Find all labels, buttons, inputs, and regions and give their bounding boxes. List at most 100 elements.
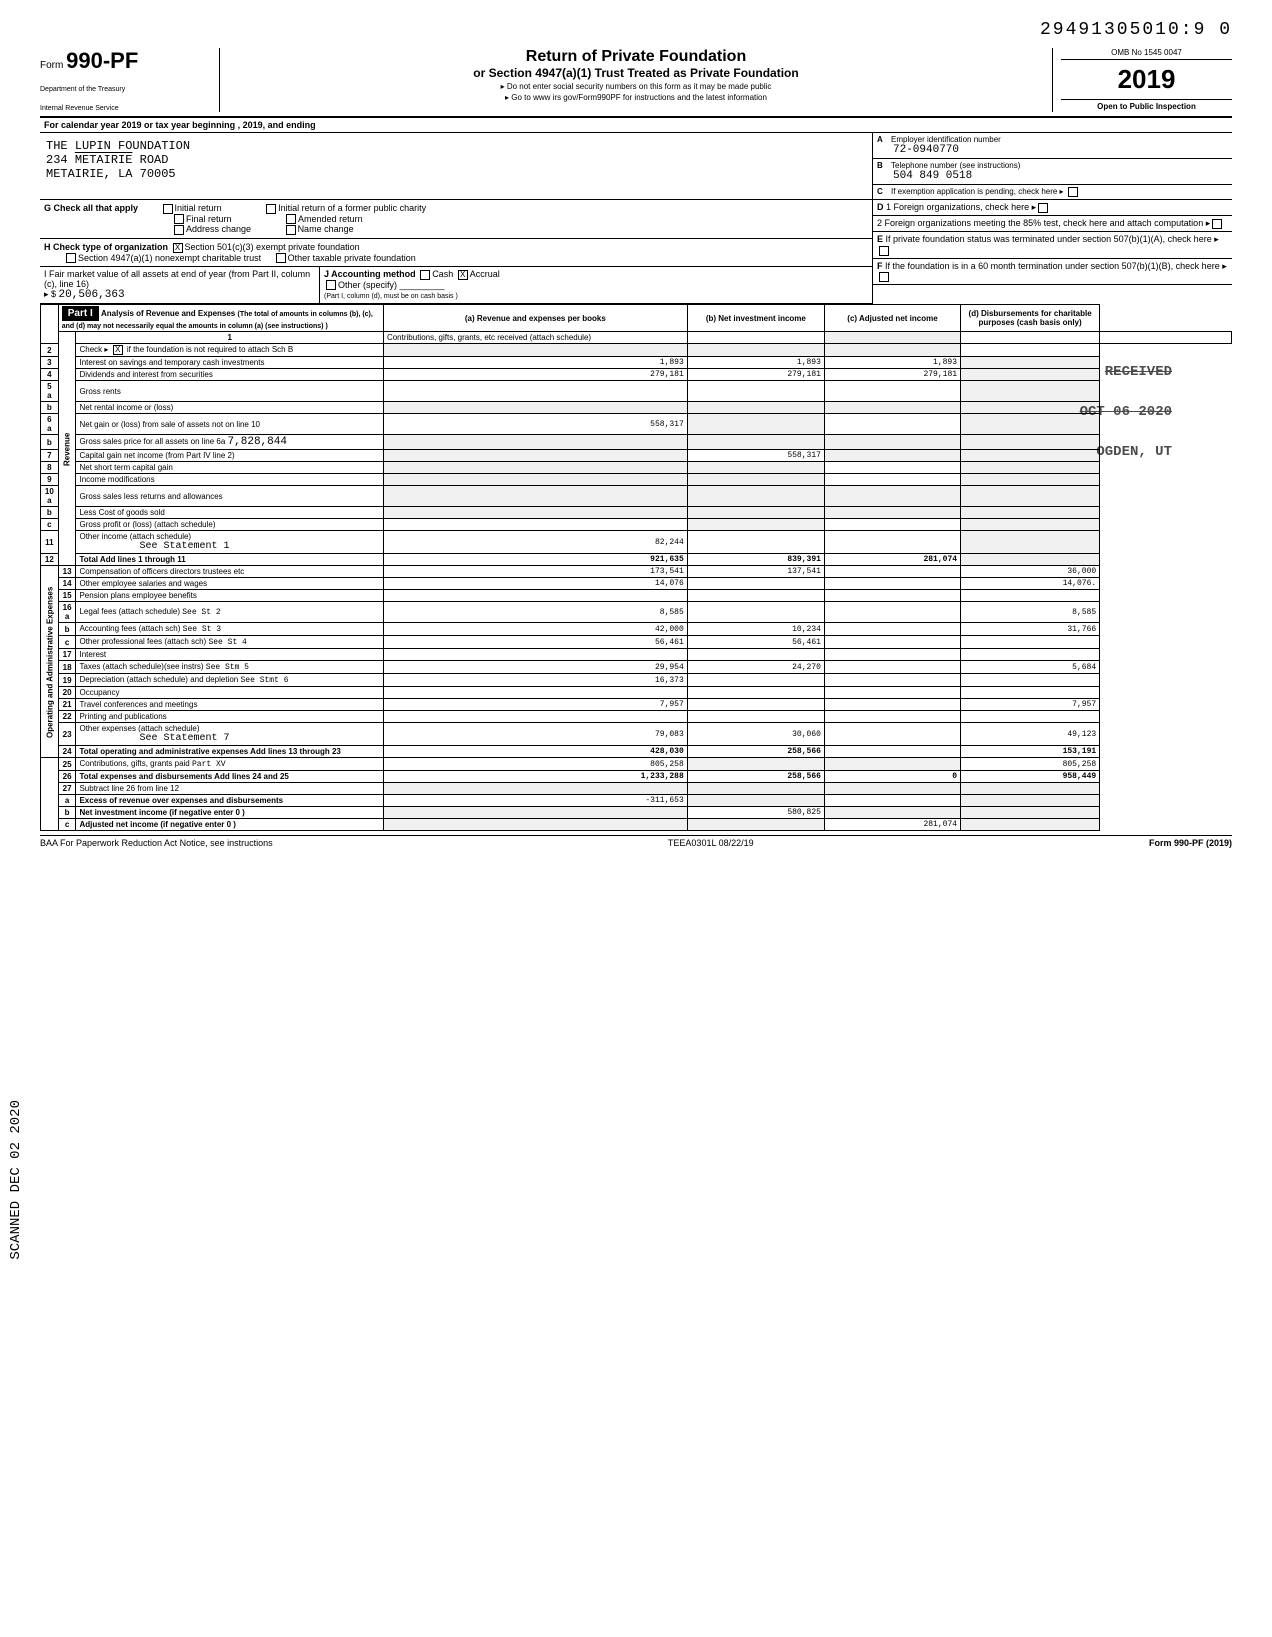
check-d1[interactable] — [1038, 203, 1048, 213]
check-f[interactable] — [879, 272, 889, 282]
table-row: bNet rental income or (loss) — [41, 402, 1232, 414]
table-row: 3Interest on savings and temporary cash … — [41, 357, 1232, 369]
check-4947[interactable] — [66, 253, 76, 263]
ogden-stamp: OGDEN, UT — [1096, 444, 1172, 460]
table-row: 6 aNet gain or (loss) from sale of asset… — [41, 414, 1232, 435]
check-e[interactable] — [879, 246, 889, 256]
received-stamp: RECEIVED — [1105, 364, 1172, 380]
date-stamp: OCT 06 2020 — [1080, 404, 1172, 420]
table-row: Operating and Administrative Expenses 13… — [41, 566, 1232, 578]
check-other-tax[interactable] — [276, 253, 286, 263]
scanned-stamp: SCANNED DEC 02 2020 — [8, 1100, 24, 1260]
check-address[interactable] — [174, 225, 184, 235]
table-row: cOther professional fees (attach sch) Se… — [41, 636, 1232, 649]
org-info-block: THE THE LUPIN FOUNDATIONLUPIN FOUNDATION… — [40, 133, 1232, 200]
col-b-header: (b) Net investment income — [687, 305, 824, 332]
part1-label: Part I — [62, 306, 99, 321]
public-inspection: Open to Public Inspection — [1061, 99, 1232, 111]
title-note1: ▸ Do not enter social security numbers o… — [232, 82, 1040, 91]
table-row: 25Contributions, gifts, grants paid Part… — [41, 758, 1232, 771]
check-d2[interactable] — [1212, 219, 1222, 229]
phone-value: 504 849 0518 — [877, 170, 1228, 182]
table-row: 11Other income (attach schedule)See Stat… — [41, 531, 1232, 554]
top-id-number: 29491305010:9 0 — [40, 20, 1232, 40]
box-d1: D 1 Foreign organizations, check here ▸ — [873, 200, 1232, 216]
org-addr2: METAIRIE, LA 70005 — [46, 167, 866, 181]
form-header: Form 990-PF Department of the Treasury I… — [40, 48, 1232, 118]
table-row: Revenue 1Contributions, gifts, grants, e… — [41, 332, 1232, 344]
table-row: 10 aGross sales less returns and allowan… — [41, 486, 1232, 507]
table-row: 17Interest — [41, 649, 1232, 661]
box-c: CIf exemption application is pending, ch… — [873, 185, 1232, 199]
fmv-value: 20,506,363 — [59, 289, 125, 301]
title-note2: ▸ Go to www irs gov/Form990PF for instru… — [232, 93, 1040, 102]
table-row: 9Income modifications — [41, 474, 1232, 486]
table-row: bAccounting fees (attach sch) See St 342… — [41, 623, 1232, 636]
footer-right: Form 990-PF (2019) — [1149, 838, 1232, 848]
calendar-year-line: For calendar year 2019 or tax year begin… — [40, 118, 1232, 133]
check-final[interactable] — [174, 214, 184, 224]
check-section: G Check all that apply Initial return In… — [40, 200, 1232, 304]
check-initial-former[interactable] — [266, 204, 276, 214]
check-name[interactable] — [286, 225, 296, 235]
row-g: G Check all that apply Initial return In… — [40, 200, 872, 239]
dept-treasury: Department of the Treasury — [40, 86, 211, 93]
table-row: aExcess of revenue over expenses and dis… — [41, 795, 1232, 807]
expenses-side-label: Operating and Administrative Expenses — [41, 566, 59, 758]
table-row: 26Total expenses and disbursements Add l… — [41, 771, 1232, 783]
table-row: 5 aGross rents — [41, 381, 1232, 402]
box-e: E If private foundation status was termi… — [873, 232, 1232, 259]
table-row: 7Capital gain net income (from Part IV l… — [41, 450, 1232, 462]
dept-irs: Internal Revenue Service — [40, 105, 211, 112]
col-a-header: (a) Revenue and expenses per books — [383, 305, 687, 332]
table-row: cAdjusted net income (if negative enter … — [41, 819, 1232, 831]
table-row: 20Occupancy — [41, 687, 1232, 699]
revenue-side-label: Revenue — [58, 332, 76, 566]
box-c-check[interactable] — [1068, 187, 1078, 197]
box-b: BTelephone number (see instructions) 504… — [873, 159, 1232, 185]
table-row: 4Dividends and interest from securities2… — [41, 369, 1232, 381]
org-addr1: 234 METAIRIE ROAD — [46, 153, 866, 167]
check-schb[interactable]: X — [113, 345, 123, 355]
check-accrual[interactable]: X — [458, 270, 468, 280]
table-row: 22Printing and publications — [41, 711, 1232, 723]
footer: BAA For Paperwork Reduction Act Notice, … — [40, 835, 1232, 848]
check-501c3[interactable]: X — [173, 243, 183, 253]
form-number: Form 990-PF — [40, 48, 211, 74]
box-d2: 2 Foreign organizations meeting the 85% … — [873, 216, 1232, 232]
table-row: 16 aLegal fees (attach schedule) See St … — [41, 602, 1232, 623]
table-row: 24Total operating and administrative exp… — [41, 746, 1232, 758]
box-f: F If the foundation is in a 60 month ter… — [873, 259, 1232, 286]
col-c-header: (c) Adjusted net income — [824, 305, 960, 332]
title-sub: or Section 4947(a)(1) Trust Treated as P… — [232, 66, 1040, 80]
footer-mid: TEEA0301L 08/22/19 — [668, 838, 754, 848]
row-i: I Fair market value of all assets at end… — [40, 267, 872, 304]
table-row: bGross sales price for all assets on lin… — [41, 435, 1232, 450]
title-main: Return of Private Foundation — [232, 48, 1040, 66]
footer-left: BAA For Paperwork Reduction Act Notice, … — [40, 838, 273, 848]
tax-year: 2019 — [1061, 60, 1232, 99]
check-initial[interactable] — [163, 204, 173, 214]
table-row: 21Travel conferences and meetings7,9577,… — [41, 699, 1232, 711]
row-h: H Check type of organization XSection 50… — [40, 239, 872, 267]
table-row: cGross profit or (loss) (attach schedule… — [41, 519, 1232, 531]
omb-number: OMB No 1545 0047 — [1061, 48, 1232, 60]
table-row: bNet investment income (if negative ente… — [41, 807, 1232, 819]
ein-value: 72-0940770 — [877, 144, 1228, 156]
part1-table: Part I Analysis of Revenue and Expenses … — [40, 304, 1232, 831]
org-name: THE THE LUPIN FOUNDATIONLUPIN FOUNDATION — [46, 139, 866, 153]
check-cash[interactable] — [420, 270, 430, 280]
box-a: AEmployer identification number 72-09407… — [873, 133, 1232, 159]
table-row: 8Net short term capital gain — [41, 462, 1232, 474]
table-row: 12Total Add lines 1 through 11921,635839… — [41, 554, 1232, 566]
table-row: 2Check ▸ X if the foundation is not requ… — [41, 344, 1232, 357]
table-row: 15Pension plans employee benefits — [41, 590, 1232, 602]
check-other-method[interactable] — [326, 280, 336, 290]
table-row: 23Other expenses (attach schedule)See St… — [41, 723, 1232, 746]
table-row: 14Other employee salaries and wages14,07… — [41, 578, 1232, 590]
col-d-header: (d) Disbursements for charitable purpose… — [961, 305, 1100, 332]
table-row: 27Subtract line 26 from line 12 — [41, 783, 1232, 795]
table-row: 18Taxes (attach schedule)(see instrs) Se… — [41, 661, 1232, 674]
table-row: 19Depreciation (attach schedule) and dep… — [41, 674, 1232, 687]
check-amended[interactable] — [286, 214, 296, 224]
